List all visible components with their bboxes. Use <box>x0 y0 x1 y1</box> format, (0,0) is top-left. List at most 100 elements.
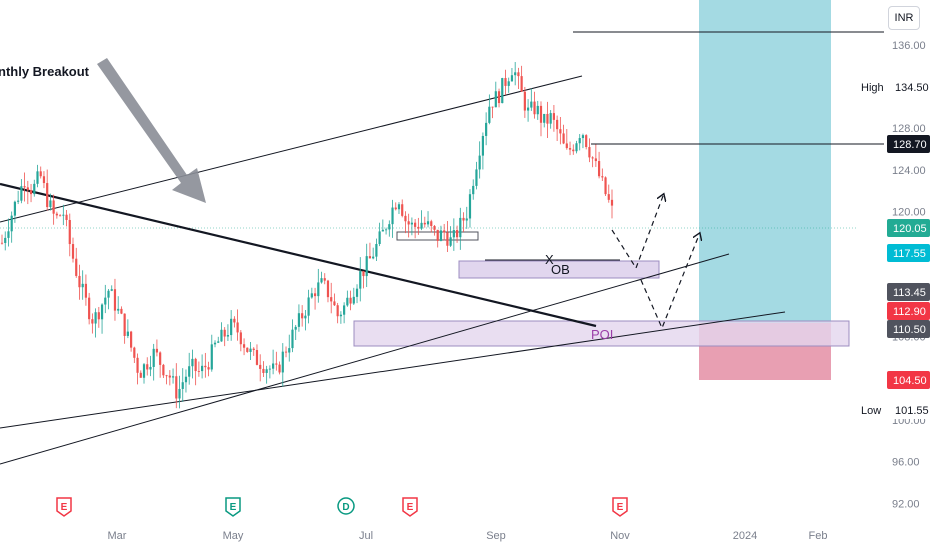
candle[interactable] <box>565 128 568 150</box>
event-marker-d[interactable]: D <box>337 497 355 515</box>
price-tag-level-b[interactable]: 112.90 <box>887 302 930 320</box>
candle[interactable] <box>507 77 510 93</box>
candle[interactable] <box>107 288 110 310</box>
candle[interactable] <box>468 189 472 228</box>
price-tag-high[interactable]: High 134.50 <box>858 78 930 96</box>
candle[interactable] <box>330 282 333 314</box>
candle[interactable] <box>481 132 484 170</box>
candle[interactable] <box>607 184 610 203</box>
candle[interactable] <box>304 310 307 331</box>
candle[interactable] <box>75 247 78 278</box>
candle[interactable] <box>207 361 210 377</box>
candle[interactable] <box>585 134 588 150</box>
candle[interactable] <box>81 270 84 300</box>
candle[interactable] <box>294 324 297 341</box>
candle[interactable] <box>510 67 514 82</box>
price-tag-resistance[interactable]: 128.70 <box>887 135 930 153</box>
candle[interactable] <box>365 243 368 288</box>
candle[interactable] <box>372 247 375 260</box>
candle[interactable] <box>520 65 523 92</box>
candle[interactable] <box>78 264 81 300</box>
candle[interactable] <box>562 124 565 145</box>
candle[interactable] <box>278 361 281 375</box>
candle[interactable] <box>65 209 68 227</box>
breakout-trendline[interactable] <box>0 182 597 328</box>
candle[interactable] <box>539 101 543 137</box>
candle[interactable] <box>91 313 94 334</box>
candle[interactable] <box>414 219 417 239</box>
poi-box[interactable] <box>353 320 850 347</box>
candle[interactable] <box>494 81 497 108</box>
candle[interactable] <box>478 141 481 179</box>
candle[interactable] <box>226 324 230 341</box>
candle[interactable] <box>26 180 29 205</box>
candle[interactable] <box>268 365 271 379</box>
candle[interactable] <box>378 222 381 247</box>
candle[interactable] <box>452 218 455 251</box>
price-tag-target[interactable]: 117.55 <box>887 244 930 262</box>
candle[interactable] <box>301 305 304 327</box>
candle[interactable] <box>297 304 301 332</box>
candle[interactable] <box>149 355 152 377</box>
candle[interactable] <box>381 219 384 232</box>
candle[interactable] <box>497 88 501 108</box>
candle[interactable] <box>575 140 578 154</box>
candle[interactable] <box>17 190 20 205</box>
candle[interactable] <box>281 343 284 387</box>
candle[interactable] <box>336 302 339 324</box>
candle[interactable] <box>110 285 113 292</box>
candle[interactable] <box>526 99 530 122</box>
candle[interactable] <box>581 133 585 149</box>
candle[interactable] <box>230 310 233 341</box>
candle[interactable] <box>430 219 433 233</box>
candle[interactable] <box>36 164 39 188</box>
price-tag-entry[interactable]: 110.50 <box>887 320 930 338</box>
candle[interactable] <box>272 349 275 375</box>
candle[interactable] <box>197 361 200 377</box>
candle[interactable] <box>33 179 36 197</box>
upper-channel-trendline[interactable] <box>0 75 583 223</box>
candle[interactable] <box>13 200 17 223</box>
candle[interactable] <box>10 211 13 243</box>
candle[interactable] <box>136 353 139 385</box>
candle[interactable] <box>97 306 100 328</box>
candle[interactable] <box>126 319 129 339</box>
candle[interactable] <box>252 347 255 356</box>
candle[interactable] <box>265 365 268 384</box>
candle[interactable] <box>323 273 326 285</box>
candle[interactable] <box>401 199 404 218</box>
candle[interactable] <box>142 362 146 384</box>
candle[interactable] <box>58 214 62 217</box>
candle[interactable] <box>410 217 413 236</box>
currency-button[interactable]: INR <box>888 6 920 30</box>
price-tag-level-a[interactable]: 113.45 <box>887 283 930 301</box>
candle[interactable] <box>178 375 181 409</box>
candle[interactable] <box>255 344 259 366</box>
candle[interactable] <box>46 169 49 211</box>
event-marker-e[interactable]: E <box>225 497 241 517</box>
event-marker-e[interactable]: E <box>402 497 418 517</box>
candle[interactable] <box>417 217 420 235</box>
candle[interactable] <box>355 284 359 304</box>
candle[interactable] <box>233 316 236 328</box>
candle[interactable] <box>236 309 239 341</box>
candle[interactable] <box>162 363 165 379</box>
candle[interactable] <box>155 339 159 357</box>
candle[interactable] <box>559 116 562 145</box>
candle[interactable] <box>433 225 436 236</box>
candle[interactable] <box>423 216 426 228</box>
candle[interactable] <box>55 211 58 219</box>
candle[interactable] <box>239 330 242 352</box>
price-tag-stop[interactable]: 104.50 <box>887 371 930 389</box>
candle[interactable] <box>530 88 533 111</box>
candle[interactable] <box>184 369 188 393</box>
candle[interactable] <box>449 226 452 247</box>
candle[interactable] <box>591 156 594 168</box>
candle[interactable] <box>552 104 556 132</box>
candle[interactable] <box>307 289 310 324</box>
candle[interactable] <box>204 352 207 378</box>
candle[interactable] <box>152 343 155 381</box>
candle[interactable] <box>213 340 217 348</box>
candle[interactable] <box>291 319 294 353</box>
